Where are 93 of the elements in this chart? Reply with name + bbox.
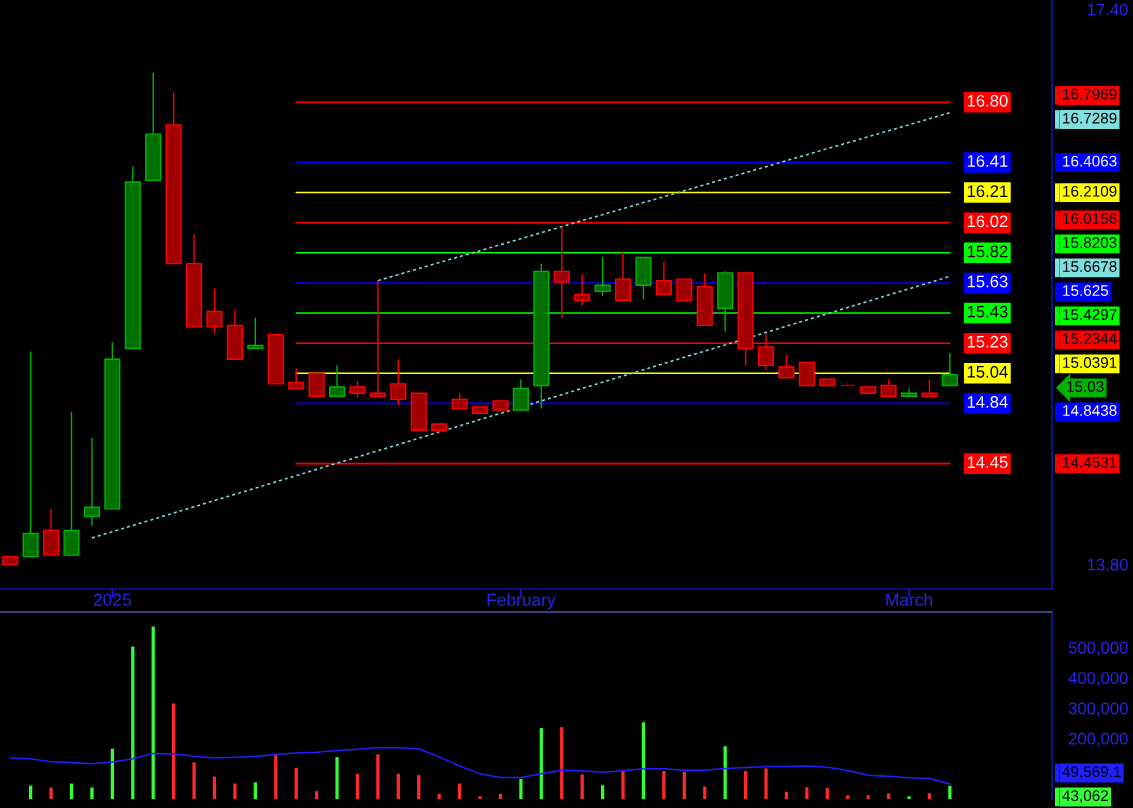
bar bbox=[764, 768, 768, 799]
legend-label: 14.4531 bbox=[1063, 456, 1117, 468]
text: 15.03 bbox=[1067, 381, 1104, 392]
line-series bbox=[91, 275, 951, 539]
candlestick bbox=[247, 316, 264, 350]
bar bbox=[294, 767, 298, 799]
y-tick-label: 13.80 bbox=[1087, 558, 1128, 571]
candlestick bbox=[655, 261, 672, 296]
data-label: 15.43 bbox=[967, 305, 1008, 318]
legend-label: 14.8438 bbox=[1063, 405, 1117, 416]
y-tick-label: 200,000 bbox=[1068, 732, 1128, 747]
data-label: 16.02 bbox=[967, 215, 1008, 228]
bar bbox=[927, 793, 932, 799]
line-series bbox=[9, 747, 951, 785]
candlestick bbox=[778, 353, 795, 379]
candlestick bbox=[22, 350, 39, 558]
bar bbox=[335, 757, 339, 799]
bar bbox=[539, 728, 543, 799]
bar bbox=[355, 773, 360, 799]
bar bbox=[417, 775, 421, 799]
bar bbox=[233, 783, 237, 799]
data-label: 14.45 bbox=[967, 456, 1008, 469]
data-label: 15.82 bbox=[967, 245, 1008, 258]
candlestick bbox=[614, 250, 632, 302]
data-label: 15.63 bbox=[967, 275, 1008, 288]
candlestick bbox=[676, 278, 693, 302]
candlestick bbox=[328, 364, 346, 397]
candlestick bbox=[594, 256, 611, 297]
x-tick-label: March bbox=[886, 593, 932, 606]
x-tick-label: 2025 bbox=[93, 593, 131, 606]
bar bbox=[90, 787, 94, 799]
data-label: 16.21 bbox=[967, 185, 1008, 198]
legend-label: 15.625 bbox=[1063, 285, 1109, 296]
bar bbox=[560, 727, 564, 799]
bar bbox=[662, 771, 666, 799]
line-series bbox=[377, 111, 951, 282]
bar bbox=[621, 770, 625, 799]
y-tick-label: 400,000 bbox=[1068, 672, 1128, 686]
bar bbox=[846, 795, 850, 799]
legend-label: 16.7969 bbox=[1063, 88, 1117, 100]
candlestick bbox=[288, 367, 305, 390]
bar bbox=[478, 796, 482, 799]
bar bbox=[866, 795, 870, 799]
bar bbox=[743, 771, 748, 799]
legend-label: 49,569.1 bbox=[1062, 766, 1121, 779]
bar bbox=[805, 787, 809, 799]
legend-label: 15.6678 bbox=[1063, 261, 1117, 272]
legend-label: 15.4297 bbox=[1063, 309, 1117, 320]
bar bbox=[519, 779, 523, 799]
legend-label: 43,062 bbox=[1062, 790, 1108, 803]
legend-label: 15.0391 bbox=[1063, 357, 1117, 368]
legend-label: 16.2109 bbox=[1063, 185, 1117, 197]
candlestick bbox=[206, 287, 223, 334]
bar bbox=[274, 755, 278, 799]
bar bbox=[376, 754, 380, 799]
bar bbox=[253, 782, 257, 799]
legend-label: 15.8203 bbox=[1063, 237, 1117, 248]
bar bbox=[131, 646, 135, 799]
candlestick bbox=[798, 361, 815, 387]
y-tick-label: 500,000 bbox=[1068, 641, 1128, 656]
data-label: 15.04 bbox=[967, 365, 1008, 378]
bar bbox=[907, 796, 911, 799]
legend-label: 16.7289 bbox=[1063, 112, 1117, 124]
y-tick-label: 17.40 bbox=[1087, 3, 1128, 16]
data-label: 16.80 bbox=[967, 94, 1008, 107]
candlestick bbox=[308, 372, 325, 397]
data-label: 16.41 bbox=[967, 155, 1008, 167]
data-label: 15.23 bbox=[967, 335, 1008, 348]
bar bbox=[49, 787, 53, 799]
bar bbox=[641, 722, 646, 799]
legend-label: 16.0156 bbox=[1063, 213, 1117, 224]
data-label: 14.84 bbox=[967, 396, 1008, 408]
bar bbox=[600, 785, 605, 799]
candlestick bbox=[390, 358, 407, 407]
candlestick bbox=[941, 352, 958, 387]
bar bbox=[396, 773, 400, 799]
bar bbox=[723, 746, 727, 799]
bar bbox=[212, 776, 217, 799]
bar bbox=[682, 772, 686, 799]
candlestick bbox=[553, 225, 570, 319]
legend-label: 15.2344 bbox=[1063, 333, 1117, 344]
bar bbox=[151, 626, 155, 799]
bar bbox=[580, 774, 584, 799]
x-tick-label: February bbox=[487, 593, 556, 610]
y-tick-label: 300,000 bbox=[1068, 702, 1128, 717]
legend-label: 16.4063 bbox=[1063, 155, 1117, 167]
bar bbox=[825, 788, 829, 799]
bar bbox=[948, 785, 952, 799]
candlestick bbox=[574, 273, 591, 306]
candlestick bbox=[512, 378, 529, 411]
candlestick bbox=[83, 437, 100, 527]
bar bbox=[314, 791, 319, 799]
bar bbox=[192, 762, 196, 799]
